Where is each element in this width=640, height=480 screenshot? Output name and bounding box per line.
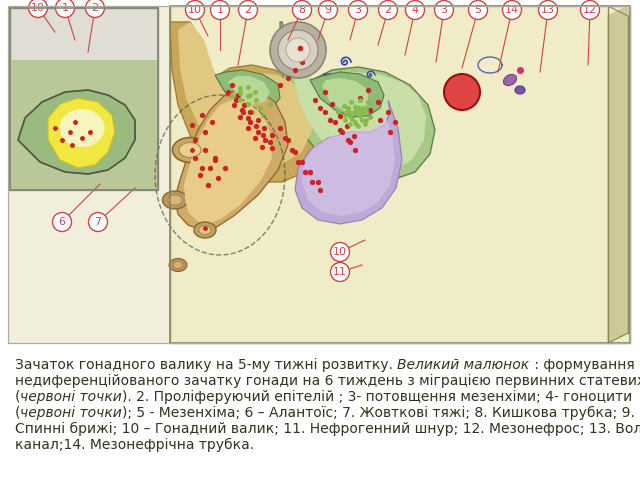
Text: 6: 6 [58, 217, 65, 227]
Text: 12: 12 [583, 5, 597, 15]
Circle shape [270, 22, 326, 78]
Ellipse shape [504, 74, 516, 85]
Text: 2: 2 [92, 3, 99, 13]
Circle shape [29, 0, 47, 17]
Circle shape [468, 0, 488, 20]
Circle shape [319, 0, 337, 20]
FancyBboxPatch shape [170, 6, 630, 343]
Ellipse shape [179, 143, 201, 157]
Circle shape [56, 0, 74, 17]
Ellipse shape [199, 226, 211, 235]
Polygon shape [228, 76, 270, 104]
Polygon shape [10, 60, 158, 190]
Text: (: ( [15, 406, 20, 420]
Circle shape [211, 0, 230, 20]
Polygon shape [280, 22, 435, 180]
Ellipse shape [515, 86, 525, 94]
Circle shape [88, 213, 108, 231]
Circle shape [186, 0, 205, 20]
Circle shape [330, 242, 349, 262]
Circle shape [52, 213, 72, 231]
Polygon shape [295, 100, 402, 224]
Polygon shape [322, 78, 368, 111]
Text: Зачаток гонадного валику на 5-му тижні розвитку.: Зачаток гонадного валику на 5-му тижні р… [15, 358, 397, 372]
Circle shape [580, 0, 600, 20]
Circle shape [330, 263, 349, 281]
Text: 2: 2 [244, 5, 252, 15]
Text: 10: 10 [31, 3, 45, 13]
Text: 10: 10 [333, 247, 347, 257]
Circle shape [435, 0, 454, 20]
Text: 2: 2 [385, 5, 392, 15]
Text: 5: 5 [474, 5, 481, 15]
Circle shape [538, 0, 557, 20]
Text: 8: 8 [298, 5, 305, 15]
Circle shape [239, 0, 257, 20]
Polygon shape [302, 110, 395, 216]
Polygon shape [48, 98, 115, 168]
Text: 10: 10 [188, 5, 202, 15]
Ellipse shape [60, 109, 104, 147]
Circle shape [406, 0, 424, 20]
Text: 9: 9 [324, 5, 332, 15]
Polygon shape [215, 70, 280, 110]
Text: Великий малюнок: Великий малюнок [397, 358, 529, 372]
Text: 11: 11 [333, 267, 347, 277]
Text: Спинні брижі; 10 – Гонадний валик; 11. Нефрогенний шнур; 12. Мезонефрос; 13. Вол: Спинні брижі; 10 – Гонадний валик; 11. Н… [15, 422, 640, 436]
Ellipse shape [194, 222, 216, 238]
Text: недиференційованого зачатку гонади на 6 тиждень з міграцією первинних статевих к: недиференційованого зачатку гонади на 6 … [15, 374, 640, 388]
Circle shape [378, 0, 397, 20]
Text: канал;14. Мезонефрічна трубка.: канал;14. Мезонефрічна трубка. [15, 438, 254, 452]
Text: 1: 1 [61, 3, 68, 13]
FancyBboxPatch shape [10, 8, 158, 190]
Polygon shape [290, 22, 426, 170]
Text: червоні точки: червоні точки [20, 406, 122, 420]
Polygon shape [310, 72, 384, 117]
Polygon shape [178, 22, 312, 166]
Text: : формування: : формування [529, 358, 634, 372]
Ellipse shape [163, 191, 188, 209]
Text: червоні точки: червоні точки [20, 390, 122, 404]
Ellipse shape [173, 262, 182, 268]
Circle shape [286, 38, 310, 62]
Text: 4: 4 [412, 5, 419, 15]
Text: 1: 1 [216, 5, 223, 15]
Circle shape [278, 30, 318, 70]
Text: ); 5 - Мезенхіма; 6 – Алантоїс; 7. Жовткові тяжі; 8. Кишкова трубка; 9.: ); 5 - Мезенхіма; 6 – Алантоїс; 7. Жовтк… [122, 406, 635, 420]
Ellipse shape [168, 195, 182, 205]
Text: 13: 13 [541, 5, 555, 15]
Text: 3: 3 [355, 5, 362, 15]
Text: ). 2. Проліферуючий епітелій ; 3- потовщення мезенхіми; 4- гоноцити: ). 2. Проліферуючий епітелій ; 3- потовщ… [122, 390, 632, 404]
Circle shape [292, 0, 312, 20]
Polygon shape [184, 99, 272, 224]
Ellipse shape [169, 259, 187, 272]
Circle shape [444, 74, 480, 110]
Text: 3: 3 [440, 5, 447, 15]
Text: (: ( [15, 390, 20, 404]
Text: 14: 14 [505, 5, 519, 15]
Circle shape [86, 0, 104, 17]
Polygon shape [18, 90, 135, 174]
Text: 7: 7 [95, 217, 102, 227]
Polygon shape [175, 88, 288, 230]
Circle shape [349, 0, 367, 20]
Ellipse shape [173, 137, 207, 163]
Polygon shape [170, 22, 322, 182]
FancyBboxPatch shape [8, 6, 630, 343]
Circle shape [502, 0, 522, 20]
Polygon shape [608, 6, 628, 343]
